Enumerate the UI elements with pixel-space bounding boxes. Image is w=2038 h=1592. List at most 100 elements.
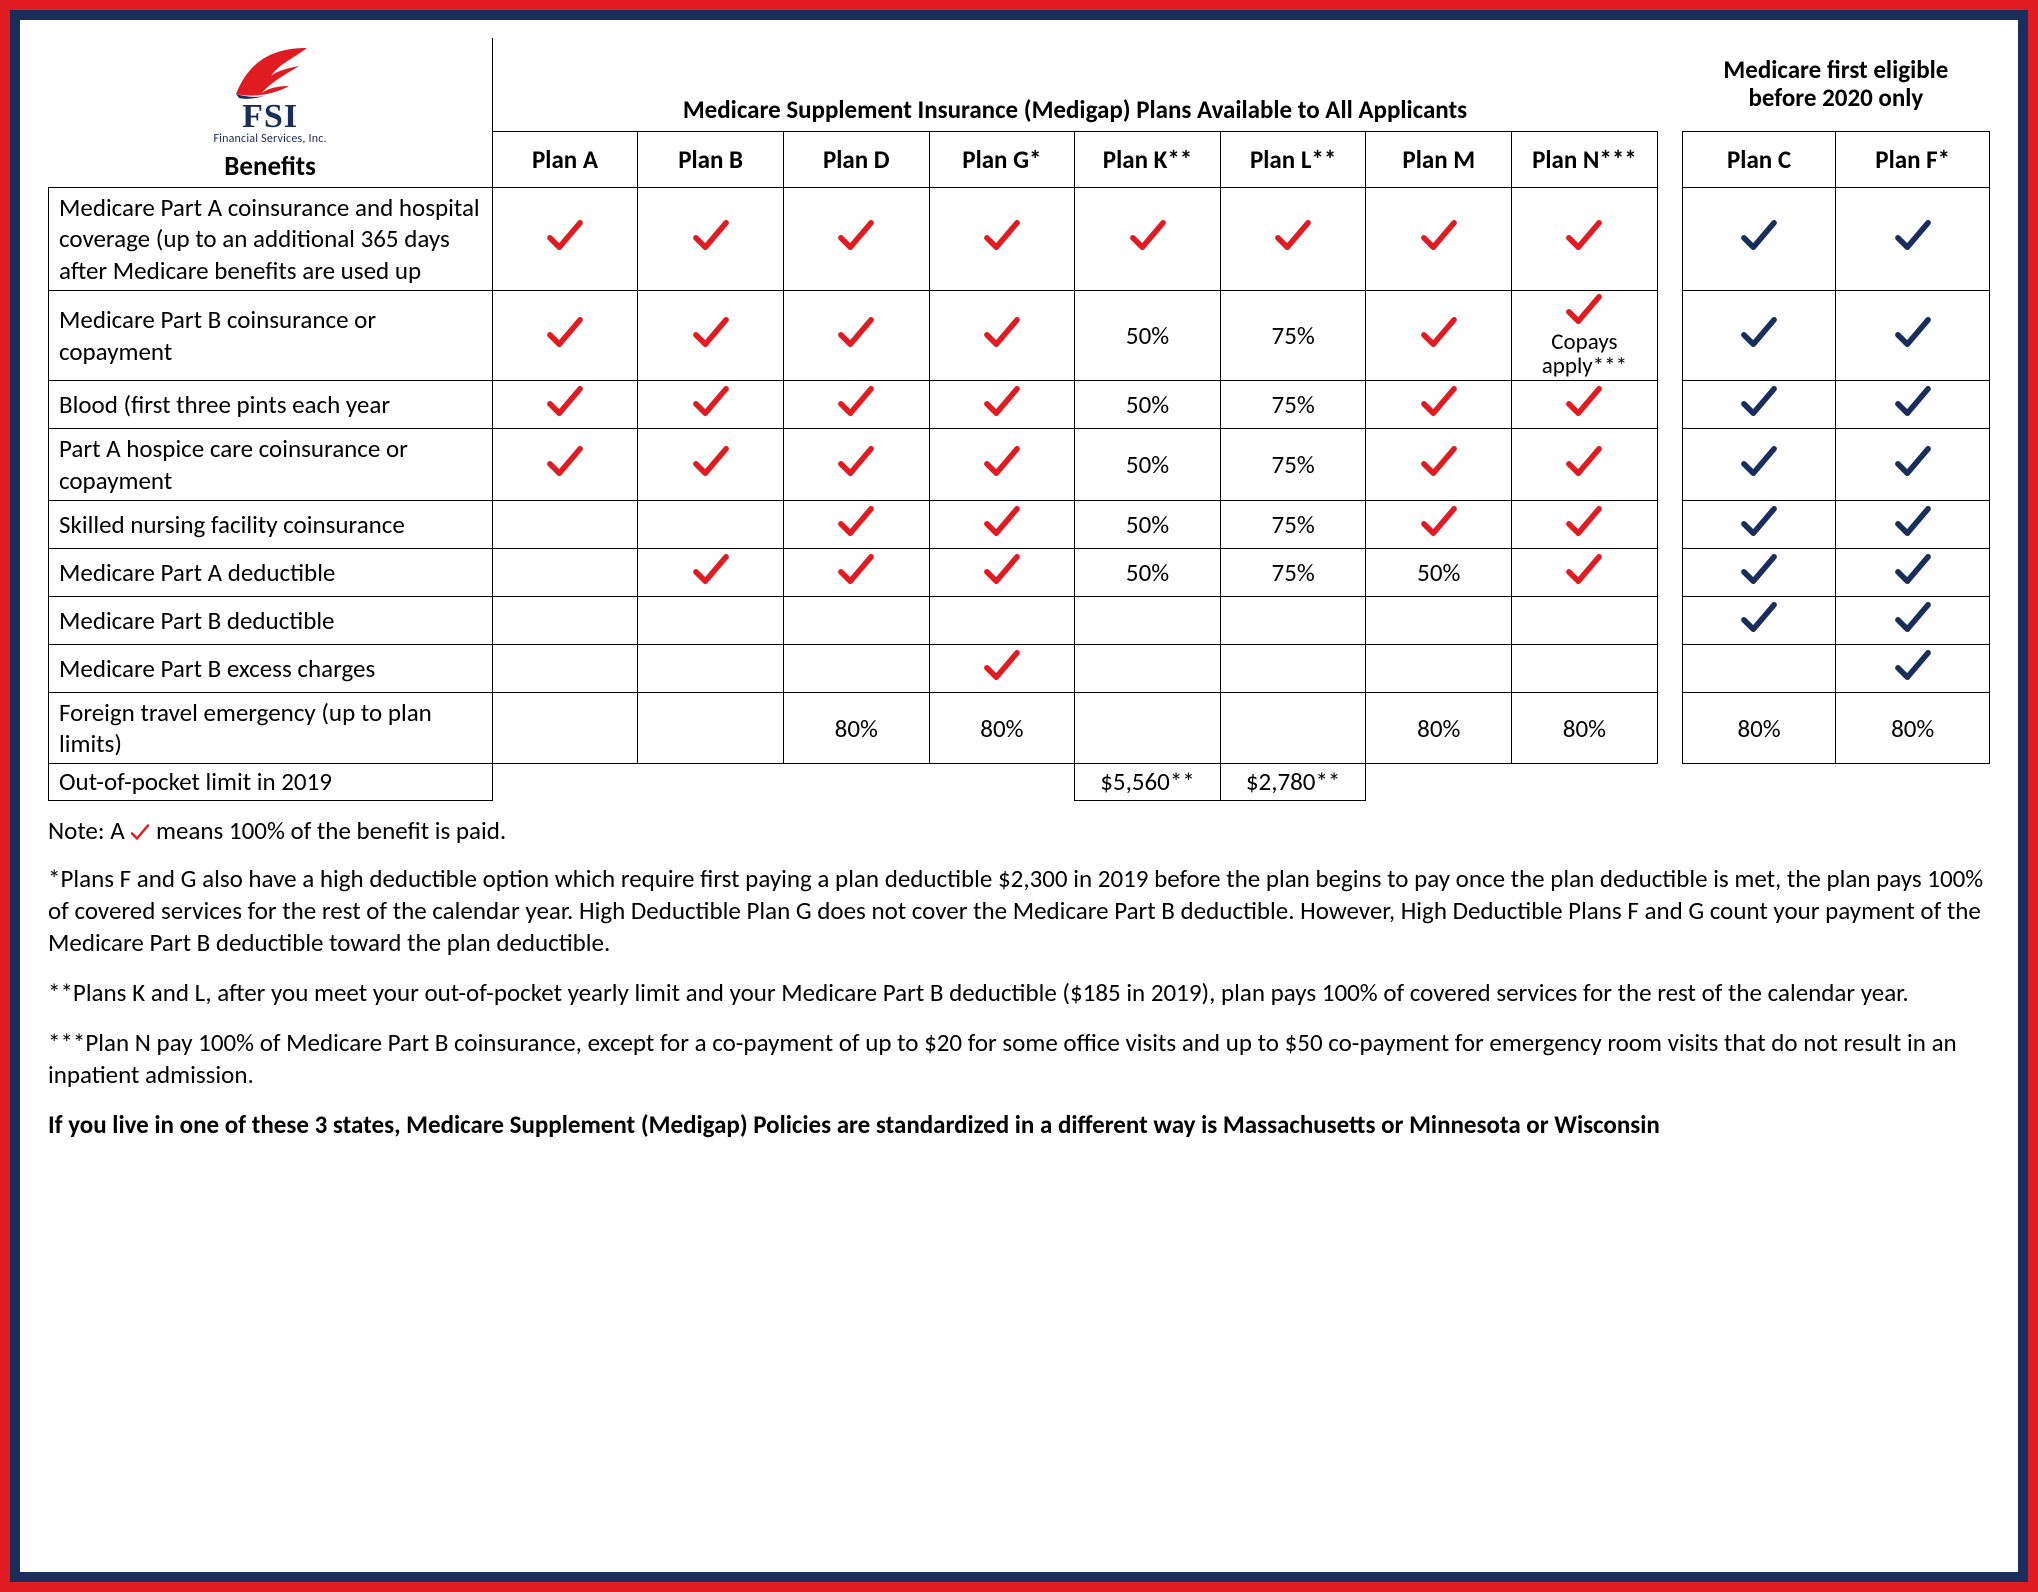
- plan-cell: 80%: [1512, 692, 1658, 764]
- check-icon: [1420, 316, 1458, 348]
- check-icon: [1894, 445, 1932, 477]
- logo-text: FSI: [242, 100, 298, 134]
- gap: [1657, 548, 1682, 596]
- check-icon: [546, 219, 584, 251]
- plan-cell: [1836, 188, 1990, 291]
- plan-cell: [492, 692, 638, 764]
- plan-cell: [1220, 188, 1366, 291]
- check-icon: [692, 553, 730, 585]
- plan-cell: 80%: [929, 692, 1075, 764]
- plan-cell: [1366, 500, 1512, 548]
- plan-cell: [783, 429, 929, 501]
- plan-cell: [783, 381, 929, 429]
- table-row: Medicare Part B excess charges: [49, 644, 1990, 692]
- plan-cell: [929, 596, 1075, 644]
- benefit-label: Part A hospice care coinsurance or copay…: [49, 429, 493, 501]
- plan-cell: [1682, 381, 1836, 429]
- plan-cell: 50%: [1075, 429, 1221, 501]
- note-checkmeans: Note: A means 100% of the benefit is pai…: [48, 815, 1990, 849]
- benefit-label: Medicare Part B deductible: [49, 596, 493, 644]
- plan-cell: [492, 596, 638, 644]
- plan-cell: [492, 381, 638, 429]
- plan-cell: [492, 188, 638, 291]
- table-row: Medicare Part A coinsurance and hospital…: [49, 188, 1990, 291]
- col-plan-a: Plan A: [492, 131, 638, 187]
- col-plan-c: Plan C: [1682, 131, 1836, 187]
- plan-cell: [492, 500, 638, 548]
- check-icon: [837, 505, 875, 537]
- note-star3: ***Plan N pay 100% of Medicare Part B co…: [48, 1027, 1990, 1091]
- check-icon: [546, 445, 584, 477]
- check-icon: [1740, 601, 1778, 633]
- medigap-table: FSI Financial Services, Inc. Benefits Me…: [48, 38, 1990, 801]
- col-plan-m: Plan M: [1366, 131, 1512, 187]
- benefits-header: Benefits: [224, 150, 316, 183]
- plan-cell: 75%: [1220, 381, 1366, 429]
- note-post: means 100% of the benefit is paid.: [150, 815, 506, 846]
- plan-cell: [1512, 644, 1658, 692]
- plan-cell: [1366, 644, 1512, 692]
- check-icon: [837, 445, 875, 477]
- plan-cell: [929, 644, 1075, 692]
- group1-header: Medicare Supplement Insurance (Medigap) …: [492, 38, 1657, 131]
- plan-cell: 50%: [1075, 290, 1221, 381]
- check-icon: [1565, 445, 1603, 477]
- col-plan-k: Plan K**: [1075, 131, 1221, 187]
- gap: [1657, 290, 1682, 381]
- plan-cell: [638, 548, 784, 596]
- check-icon: [837, 219, 875, 251]
- table-row: Medicare Part A deductible50%75%50%: [49, 548, 1990, 596]
- plan-cell: Copaysapply***: [1512, 290, 1658, 381]
- plan-cell: [783, 644, 929, 692]
- plan-cell: [1836, 644, 1990, 692]
- plan-cell: [929, 548, 1075, 596]
- oop-blank: [1657, 764, 1836, 800]
- plan-cell: [1366, 429, 1512, 501]
- oop-planl: $2,780**: [1220, 764, 1366, 800]
- plan-cell: [1366, 188, 1512, 291]
- check-icon: [1740, 553, 1778, 585]
- col-plan-n: Plan N***: [1512, 131, 1658, 187]
- check-icon: [1129, 219, 1167, 251]
- oop-plank: $5,560**: [1075, 764, 1221, 800]
- gap: [1657, 500, 1682, 548]
- plan-cell: [1682, 500, 1836, 548]
- group2-line2: before 2020 only: [1748, 82, 1923, 113]
- check-icon: [1420, 385, 1458, 417]
- plan-cell: [638, 596, 784, 644]
- plan-cell: [1836, 429, 1990, 501]
- benefit-label: Skilled nursing facility coinsurance: [49, 500, 493, 548]
- benefit-label: Medicare Part B excess charges: [49, 644, 493, 692]
- plan-cell: [1512, 188, 1658, 291]
- table-row: Skilled nursing facility coinsurance 50%7…: [49, 500, 1990, 548]
- plan-cell: 75%: [1220, 548, 1366, 596]
- plan-cell: 80%: [1682, 692, 1836, 764]
- benefit-label: Medicare Part A coinsurance and hospital…: [49, 188, 493, 291]
- check-icon: [1565, 553, 1603, 585]
- plan-cell: [1075, 644, 1221, 692]
- gap: [1657, 692, 1682, 764]
- plan-cell: [638, 644, 784, 692]
- plan-cell: 75%: [1220, 500, 1366, 548]
- check-icon: [1420, 219, 1458, 251]
- plan-cell: [638, 692, 784, 764]
- oop-blank: [1366, 764, 1512, 800]
- benefit-label: Foreign travel emergency (up to plan lim…: [49, 692, 493, 764]
- plan-cell: [1682, 548, 1836, 596]
- plan-cell: [1220, 692, 1366, 764]
- plan-cell: [929, 290, 1075, 381]
- oop-label: Out-of-pocket limit in 2019: [49, 764, 493, 800]
- check-icon: [1894, 601, 1932, 633]
- plan-cell: [492, 429, 638, 501]
- plan-cell: [929, 500, 1075, 548]
- col-plan-g: Plan G*: [929, 131, 1075, 187]
- plan-cell: [1512, 429, 1658, 501]
- check-icon: [692, 385, 730, 417]
- plan-cell: [1512, 548, 1658, 596]
- plan-cell: [1366, 381, 1512, 429]
- plan-cell: 50%: [1075, 500, 1221, 548]
- table-row: Part A hospice care coinsurance or copay…: [49, 429, 1990, 501]
- plan-cell: [638, 429, 784, 501]
- header-super-row: FSI Financial Services, Inc. Benefits Me…: [49, 38, 1990, 131]
- plan-cell: [1682, 596, 1836, 644]
